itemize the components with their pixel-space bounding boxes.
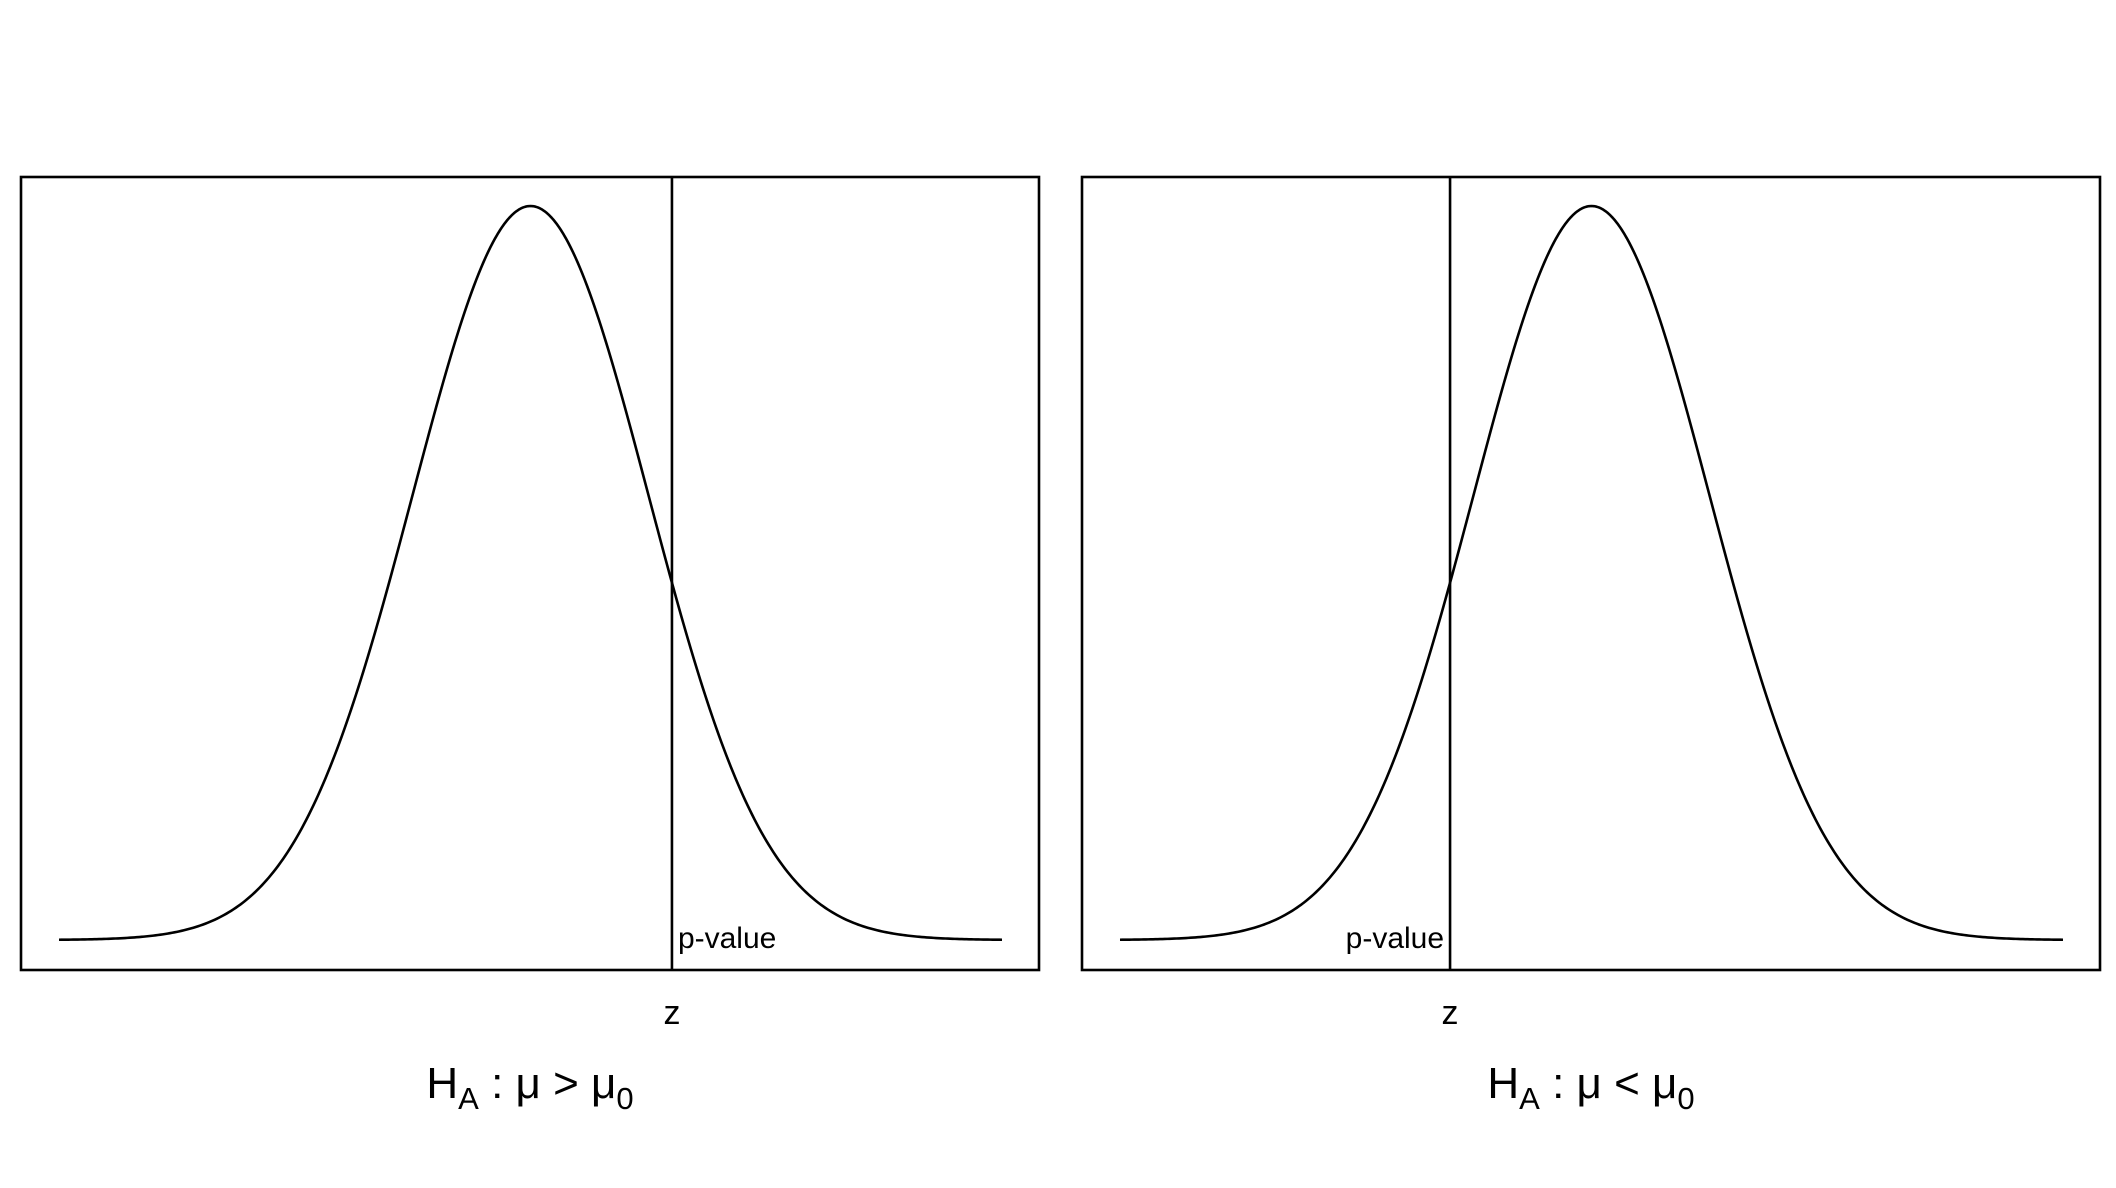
caption-right-h: H bbox=[1487, 1059, 1519, 1108]
z-axis-label-right: z bbox=[1442, 994, 1459, 1032]
caption-left-relation-before: : μ bbox=[479, 1059, 553, 1108]
caption-right-mu-sub: 0 bbox=[1677, 1081, 1694, 1116]
caption-left-relation-after: μ bbox=[579, 1059, 617, 1108]
caption-left-h-sub: A bbox=[458, 1081, 479, 1116]
caption-left: HA : μ > μ0 bbox=[426, 1059, 633, 1116]
panel-left-tailed: p-value z HA : μ < μ0 bbox=[1080, 175, 2102, 1116]
z-axis-label-left: z bbox=[663, 994, 680, 1032]
caption-left-mu-sub: 0 bbox=[616, 1081, 633, 1116]
density-curve-left bbox=[58, 204, 1003, 942]
plot-frame-right bbox=[1080, 175, 2102, 972]
p-value-label-right: p-value bbox=[1346, 922, 1444, 955]
caption-right: HA : μ < μ0 bbox=[1487, 1059, 1694, 1116]
p-value-label-left: p-value bbox=[678, 922, 776, 955]
caption-right-relation-after: μ bbox=[1640, 1059, 1678, 1108]
density-curve-right bbox=[1119, 204, 2064, 942]
caption-right-h-sub: A bbox=[1519, 1081, 1540, 1116]
caption-left-h: H bbox=[426, 1059, 458, 1108]
caption-right-relation-before: : μ bbox=[1540, 1059, 1614, 1108]
panel-right-tailed: p-value z HA : μ > μ0 bbox=[19, 175, 1041, 1116]
plot-frame-left bbox=[19, 175, 1041, 972]
caption-right-relation-symbol: < bbox=[1614, 1059, 1640, 1108]
caption-left-relation-symbol: > bbox=[553, 1059, 579, 1108]
